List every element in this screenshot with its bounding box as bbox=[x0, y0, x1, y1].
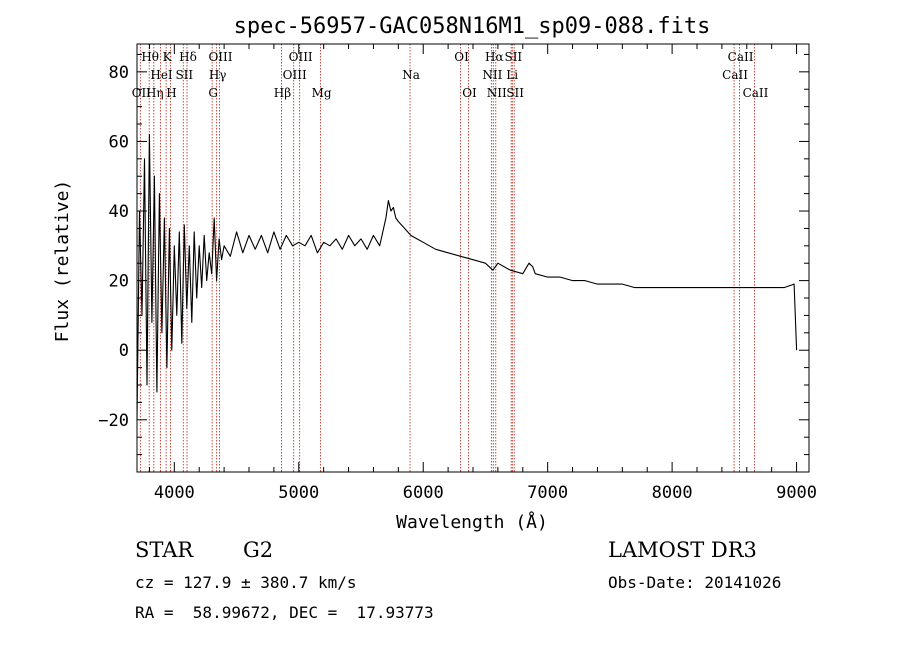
spectrum-line bbox=[136, 133, 798, 420]
object-class: STAR bbox=[135, 538, 194, 562]
line-label: SII bbox=[506, 86, 524, 100]
line-label: CaII bbox=[743, 86, 769, 100]
x-tick-label: 4000 bbox=[154, 483, 195, 503]
survey-name: LAMOST DR3 bbox=[608, 538, 757, 562]
line-label: CaII bbox=[728, 50, 754, 64]
plot-frame bbox=[136, 43, 810, 473]
chart-title: spec-56957-GAC058N16M1_sp09-088.fits bbox=[234, 14, 711, 39]
line-markers bbox=[139, 44, 755, 472]
object-subclass: G2 bbox=[243, 538, 274, 562]
x-axis-label: Wavelength (Å) bbox=[396, 511, 548, 533]
line-label: NII bbox=[487, 86, 507, 100]
x-tick-label: 6000 bbox=[403, 483, 444, 503]
line-label: Hα bbox=[485, 50, 504, 64]
line-label: NII bbox=[482, 68, 502, 82]
line-label: OII bbox=[132, 86, 152, 100]
line-label: Hθ bbox=[141, 50, 159, 64]
line-label: OIII bbox=[208, 50, 232, 64]
line-label: OIII bbox=[289, 50, 313, 64]
axes: 4000 5000 6000 7000 8000 9000 −20 0 20 40 60 80 bbox=[98, 43, 817, 503]
y-tick-label: 20 bbox=[109, 272, 129, 292]
observation-date: Obs-Date: 20141026 bbox=[608, 573, 782, 592]
y-axis-label: Flux (relative) bbox=[52, 180, 73, 343]
line-label: Mg bbox=[312, 86, 332, 100]
line-label: HeI bbox=[150, 68, 173, 82]
y-tick-label: 0 bbox=[119, 341, 129, 361]
line-labels: OII Hθ Hη HeI K H SII Hδ G Hγ OIII Hβ OIII OIII Mg Na OI… bbox=[132, 50, 769, 100]
line-label: SII bbox=[175, 68, 193, 82]
line-label: OI bbox=[462, 86, 477, 100]
line-label: K bbox=[163, 50, 173, 64]
y-tick-label: 80 bbox=[109, 63, 129, 83]
line-label: Hδ bbox=[179, 50, 197, 64]
redshift-velocity: cz = 127.9 ± 380.7 km/s bbox=[135, 573, 357, 592]
y-tick-label: 40 bbox=[109, 202, 129, 222]
sky-coordinates: RA = 58.99672, DEC = 17.93773 bbox=[135, 603, 434, 622]
spectrum-layer bbox=[136, 133, 798, 420]
line-label: H bbox=[166, 86, 176, 100]
x-tick-label: 8000 bbox=[652, 483, 693, 503]
line-label: Hη bbox=[146, 86, 164, 100]
line-label: Na bbox=[402, 68, 420, 82]
line-label: Hβ bbox=[274, 86, 291, 100]
x-tick-label: 7000 bbox=[527, 483, 568, 503]
y-tick-label: −20 bbox=[98, 411, 129, 431]
line-label: SII bbox=[504, 50, 522, 64]
line-label: Hγ bbox=[209, 68, 227, 82]
x-tick-label: 5000 bbox=[278, 483, 319, 503]
line-label: CaII bbox=[722, 68, 748, 82]
line-label: Li bbox=[506, 68, 518, 82]
line-label: OI bbox=[454, 50, 469, 64]
x-tick-label: 9000 bbox=[776, 483, 817, 503]
line-label: OIII bbox=[283, 68, 307, 82]
line-label: G bbox=[208, 86, 218, 100]
y-tick-label: 60 bbox=[109, 132, 129, 152]
